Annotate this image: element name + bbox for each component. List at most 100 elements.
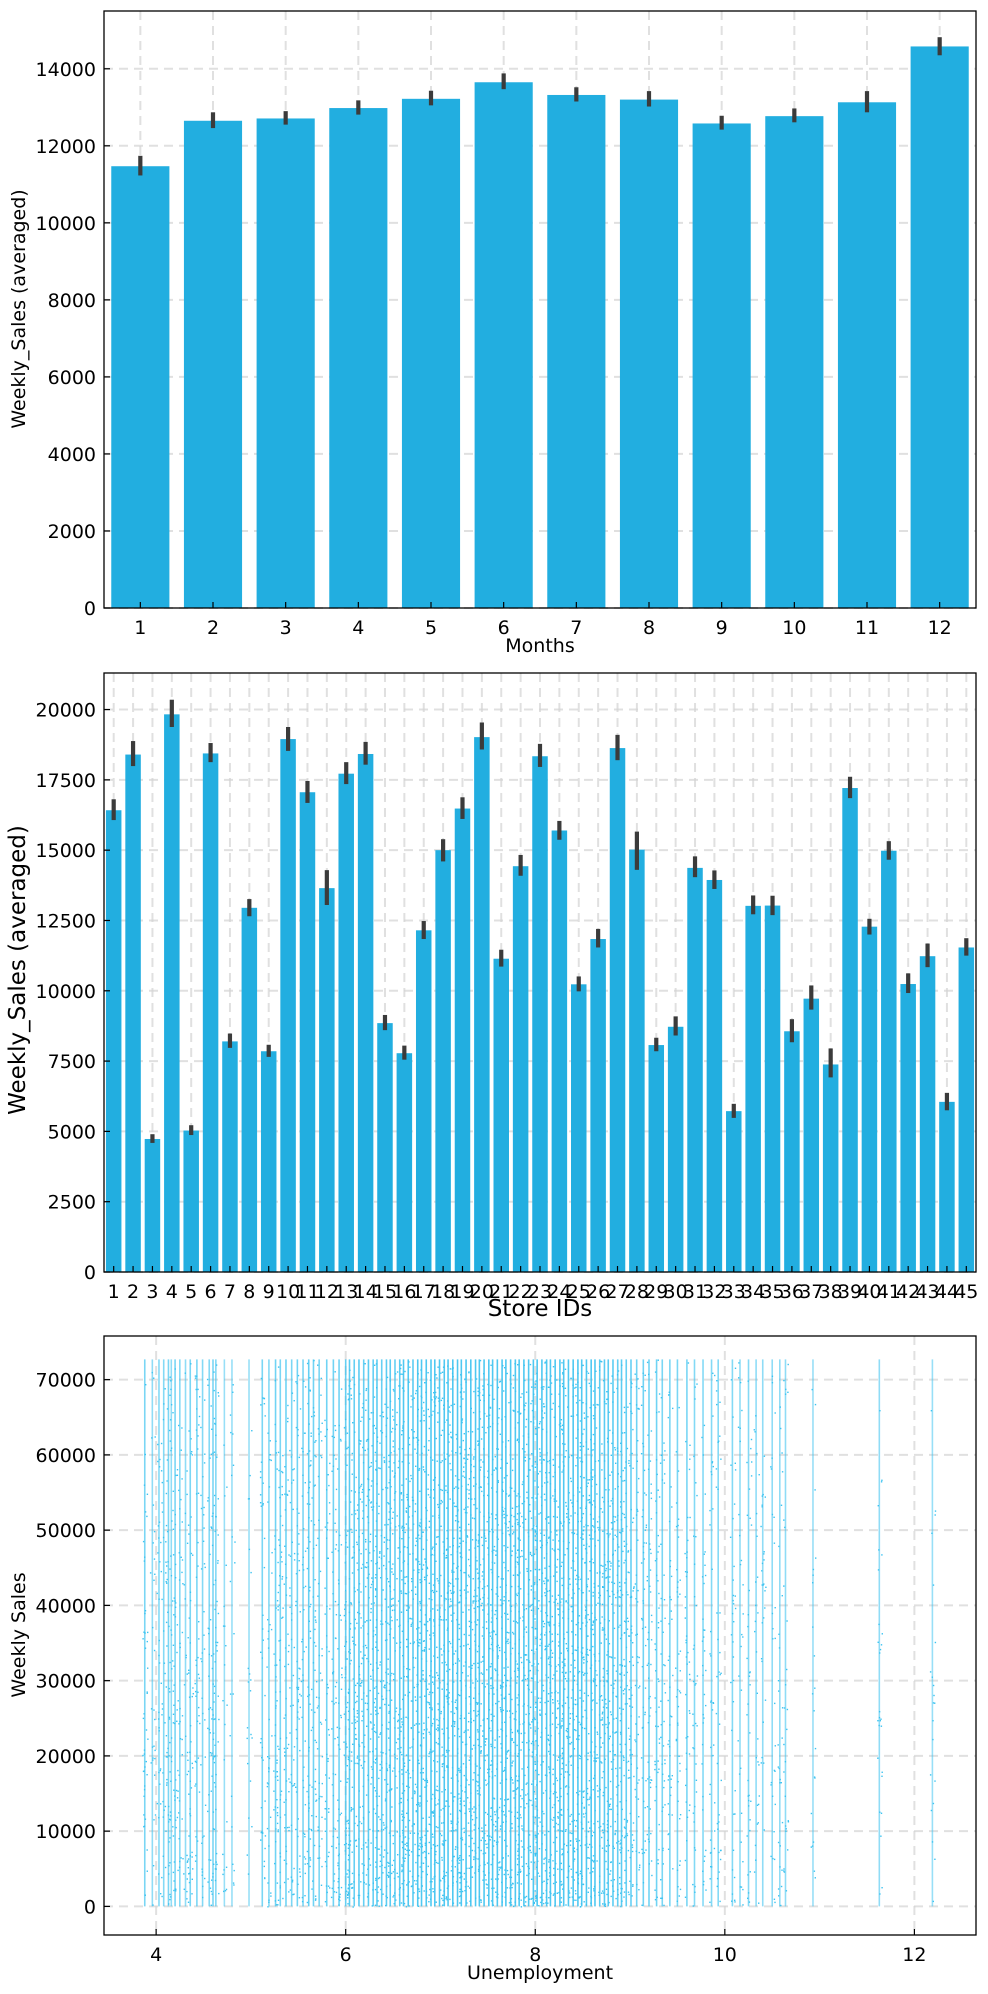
scatter-point	[437, 1387, 438, 1388]
scatter-point	[454, 1713, 455, 1714]
scatter-point	[419, 1763, 420, 1764]
scatter-point	[506, 1878, 507, 1879]
scatter-point	[543, 1626, 544, 1627]
scatter-point	[496, 1514, 497, 1515]
scatter-point	[413, 1667, 414, 1668]
scatter-point	[270, 1440, 271, 1441]
scatter-point	[542, 1899, 543, 1900]
scatter-point	[366, 1567, 367, 1568]
scatter-point	[392, 1563, 393, 1564]
scatter-point	[402, 1830, 403, 1831]
scatter-point	[303, 1528, 304, 1529]
scatter-point	[522, 1830, 523, 1831]
scatter-point	[400, 1731, 401, 1732]
scatter-point	[233, 1384, 234, 1385]
scatter-point	[428, 1494, 429, 1495]
scatter-point	[494, 1811, 495, 1812]
scatter-point	[409, 1506, 410, 1507]
scatter-point	[332, 1888, 333, 1889]
scatter-point	[455, 1475, 456, 1476]
scatter-point	[289, 1450, 290, 1451]
scatter-point	[315, 1645, 316, 1646]
scatter-point	[423, 1863, 424, 1864]
scatter-point	[483, 1495, 484, 1496]
scatter-point	[468, 1808, 469, 1809]
scatter-point	[187, 1878, 188, 1879]
scatter-point	[308, 1517, 309, 1518]
scatter-point	[334, 1738, 335, 1739]
scatter-point	[518, 1704, 519, 1705]
scatter-point	[492, 1777, 493, 1778]
scatter-point	[531, 1861, 532, 1862]
scatter-point	[529, 1504, 530, 1505]
scatter-point	[233, 1693, 234, 1694]
scatter-point	[383, 1829, 384, 1830]
scatter-point	[192, 1454, 193, 1455]
scatter-point	[316, 1816, 317, 1817]
y-tick-label: 12000	[36, 136, 96, 158]
scatter-point	[383, 1555, 384, 1556]
scatter-point	[531, 1386, 532, 1387]
scatter-point	[534, 1717, 535, 1718]
scatter-point	[517, 1756, 518, 1757]
scatter-point	[447, 1701, 448, 1702]
scatter-point	[479, 1581, 480, 1582]
scatter-point	[213, 1683, 214, 1684]
scatter-point	[460, 1384, 461, 1385]
scatter-point	[214, 1782, 215, 1783]
scatter-point	[293, 1509, 294, 1510]
scatter-point	[170, 1555, 171, 1556]
scatter-point	[526, 1492, 527, 1493]
scatter-point	[457, 1860, 458, 1861]
scatter-point	[267, 1619, 268, 1620]
scatter-point	[455, 1663, 456, 1664]
scatter-point	[347, 1393, 348, 1394]
scatter-point	[448, 1750, 449, 1751]
scatter-point	[271, 1552, 272, 1553]
scatter-point	[293, 1759, 294, 1760]
scatter-point	[282, 1898, 283, 1899]
scatter-point	[495, 1703, 496, 1704]
scatter-point	[397, 1758, 398, 1759]
scatter-point	[539, 1471, 540, 1472]
scatter-point	[487, 1683, 488, 1684]
scatter-point	[285, 1509, 286, 1510]
scatter-point	[320, 1722, 321, 1723]
scatter-point	[159, 1730, 160, 1731]
scatter-point	[383, 1457, 384, 1458]
scatter-point	[198, 1493, 199, 1494]
scatter-point	[465, 1592, 466, 1593]
scatter-point	[494, 1614, 495, 1615]
scatter-point	[211, 1905, 212, 1906]
scatter-point	[496, 1593, 497, 1594]
scatter-point	[561, 1419, 562, 1420]
scatter-point	[432, 1888, 433, 1889]
scatter-point	[393, 1895, 394, 1896]
scatter-point	[415, 1466, 416, 1467]
scatter-point	[364, 1746, 365, 1747]
scatter-point	[396, 1643, 397, 1644]
scatter-point	[211, 1405, 212, 1406]
scatter-point	[518, 1872, 519, 1873]
scatter-point	[361, 1568, 362, 1569]
scatter-point	[465, 1685, 466, 1686]
scatter-point	[344, 1714, 345, 1715]
scatter-point	[166, 1779, 167, 1780]
scatter-point	[493, 1550, 494, 1551]
scatter-point	[310, 1390, 311, 1391]
scatter-point	[504, 1698, 505, 1699]
scatter-point	[343, 1742, 344, 1743]
scatter-point	[354, 1384, 355, 1385]
scatter-point	[359, 1685, 360, 1686]
scatter-point	[518, 1441, 519, 1442]
scatter-point	[470, 1711, 471, 1712]
scatter-point	[566, 1450, 567, 1451]
scatter-point	[461, 1828, 462, 1829]
scatter-point	[480, 1746, 481, 1747]
scatter-point	[358, 1492, 359, 1493]
scatter-point	[553, 1783, 554, 1784]
scatter-point	[287, 1494, 288, 1495]
scatter-point	[460, 1803, 461, 1804]
scatter-point	[443, 1619, 444, 1620]
scatter-point	[189, 1873, 190, 1874]
